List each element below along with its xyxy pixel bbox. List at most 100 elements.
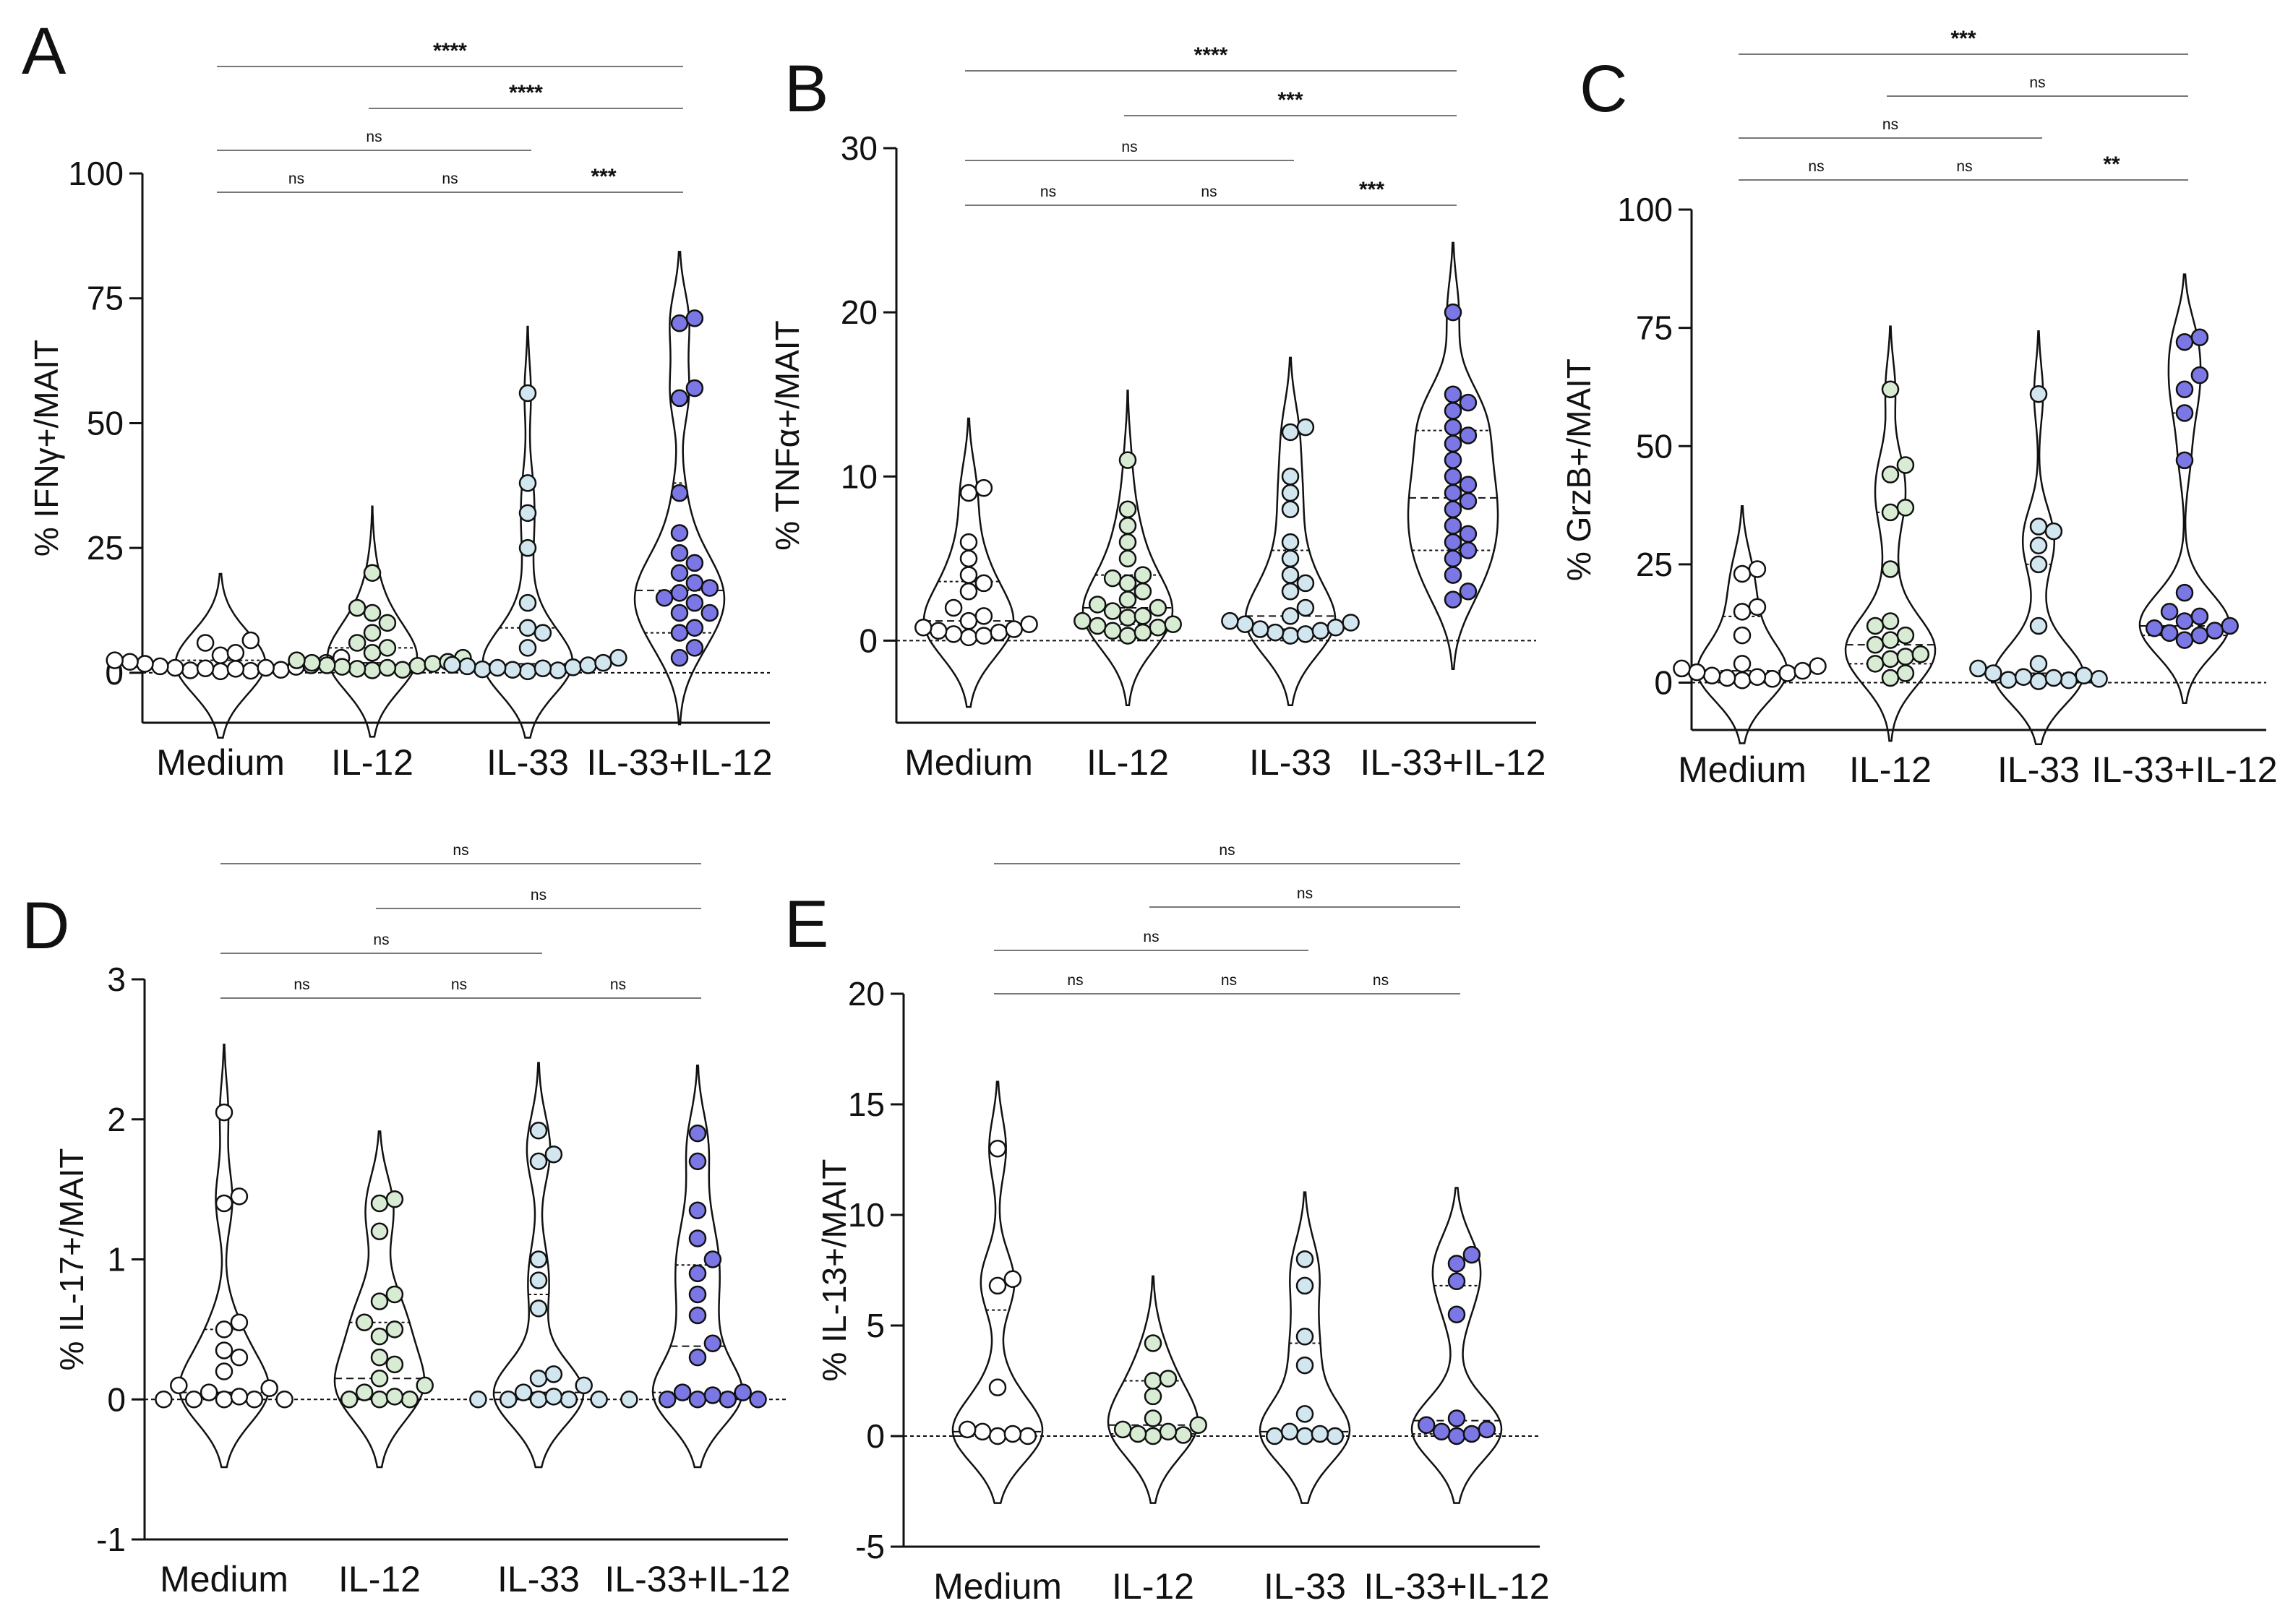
significance-label: ns	[1297, 885, 1313, 902]
data-point	[1003, 1270, 1022, 1288]
data-point	[749, 1391, 767, 1409]
data-point	[1296, 598, 1315, 617]
data-point	[226, 644, 245, 662]
data-point	[514, 1383, 533, 1401]
data-point	[700, 579, 719, 597]
data-point	[533, 624, 552, 642]
y-tick-label: 0	[859, 622, 878, 659]
data-point	[1113, 1420, 1132, 1439]
significance-label: ***	[1359, 178, 1384, 202]
data-point	[1748, 668, 1767, 686]
data-point	[385, 1285, 404, 1304]
data-point	[1144, 1334, 1162, 1352]
data-point	[211, 646, 230, 664]
significance-label: ns	[1201, 184, 1217, 200]
significance-label: ns	[1067, 972, 1083, 989]
data-point	[196, 659, 215, 677]
data-point	[363, 564, 382, 582]
data-point	[529, 1271, 548, 1289]
data-point	[1236, 615, 1254, 633]
data-point	[533, 659, 552, 677]
data-point	[929, 622, 948, 640]
x-category-label: IL-12	[1849, 749, 1932, 790]
data-point	[1896, 499, 1915, 517]
data-point	[1118, 517, 1137, 535]
violin-il-12	[1844, 325, 1937, 742]
y-tick-label: -5	[855, 1528, 885, 1565]
y-tick-label: 2	[107, 1101, 126, 1138]
data-point	[579, 656, 597, 674]
data-point	[1866, 655, 1885, 673]
data-point	[370, 1194, 389, 1213]
significance-label: ns	[610, 976, 626, 993]
data-point	[333, 658, 351, 676]
data-point	[2190, 328, 2209, 346]
data-point	[1296, 574, 1315, 593]
x-category-label: IL-12	[1112, 1566, 1194, 1607]
data-point	[1718, 669, 1736, 687]
x-category-label: IL-12	[338, 1559, 421, 1599]
data-point	[1118, 627, 1137, 645]
data-point	[1984, 664, 2002, 682]
data-point	[670, 389, 689, 408]
data-point	[1221, 611, 1239, 630]
data-point	[363, 624, 382, 642]
significance-label: **	[2103, 152, 2120, 176]
data-point	[1281, 607, 1300, 625]
y-tick-label: 75	[1636, 309, 1673, 347]
data-point	[2160, 603, 2179, 621]
data-point	[670, 564, 689, 582]
data-point	[1444, 517, 1462, 535]
data-point	[1478, 1420, 1496, 1439]
significance-label: ns	[1121, 139, 1137, 155]
violin-il-33-plus-il-12	[633, 251, 726, 726]
data-point	[1003, 1425, 1022, 1443]
data-point	[1073, 611, 1092, 630]
significance-label: ns	[288, 171, 304, 187]
significance-label: ns	[1373, 972, 1389, 989]
significance-label: ns	[1143, 929, 1159, 945]
violin-il-33	[492, 1062, 585, 1469]
data-point	[685, 309, 704, 327]
x-category-label: IL-12	[331, 742, 413, 783]
y-axis-title: % IFNγ+/MAIT	[27, 340, 65, 557]
data-point	[1118, 500, 1137, 518]
data-point	[1866, 635, 1885, 654]
data-point	[1881, 631, 1900, 649]
data-point	[734, 1383, 752, 1401]
data-point	[1326, 1427, 1345, 1445]
y-tick-label: 20	[841, 293, 878, 331]
data-point	[670, 484, 689, 502]
data-point	[670, 648, 689, 667]
data-point	[1444, 590, 1462, 609]
data-point	[215, 1362, 233, 1380]
x-category-label: Medium	[160, 1559, 288, 1599]
data-point	[385, 1190, 404, 1208]
violin-il-33-plus-il-12	[2138, 273, 2231, 705]
x-category-label: Medium	[156, 742, 285, 783]
data-point	[230, 1388, 249, 1406]
panel-e: E -5 0 5 10 15 20 % IL-13+/MAIT Medium IL-12 IL-33…	[784, 842, 1550, 1607]
data-point	[1164, 615, 1182, 633]
significance-label: ns	[453, 842, 468, 859]
y-tick-label: 5	[866, 1307, 885, 1344]
data-point	[658, 1391, 677, 1409]
data-point	[1444, 566, 1462, 584]
data-point	[670, 314, 689, 332]
violin-il-12	[1081, 390, 1174, 707]
panel-letter: D	[22, 889, 69, 963]
data-point	[1149, 598, 1167, 617]
data-point	[2029, 536, 2048, 554]
data-point	[959, 628, 978, 647]
data-point	[1881, 650, 1900, 669]
x-category-label: Medium	[933, 1566, 1062, 1607]
data-point	[1447, 1427, 1466, 1445]
data-point	[200, 1383, 218, 1401]
data-point	[424, 655, 442, 673]
y-tick-label: 25	[1636, 546, 1673, 583]
x-category-label: IL-33+IL-12	[2091, 749, 2277, 790]
significance-label: ****	[1194, 43, 1228, 67]
data-point	[1311, 622, 1330, 640]
data-point	[2145, 619, 2164, 637]
data-point	[1444, 385, 1462, 403]
